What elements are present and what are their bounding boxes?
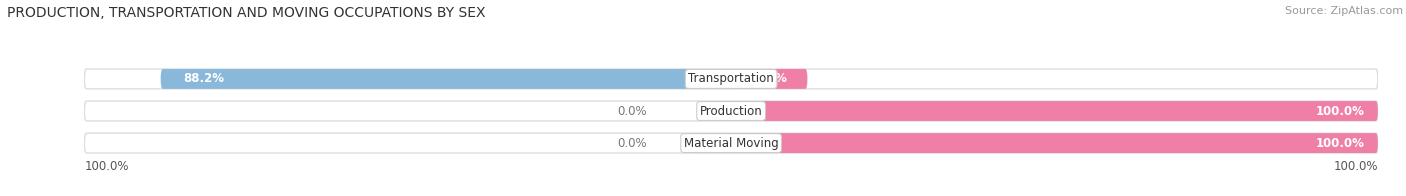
FancyBboxPatch shape: [160, 69, 731, 89]
Text: 100.0%: 100.0%: [1316, 104, 1365, 118]
Text: 0.0%: 0.0%: [617, 137, 647, 150]
Text: Source: ZipAtlas.com: Source: ZipAtlas.com: [1285, 6, 1403, 16]
FancyBboxPatch shape: [84, 101, 1378, 121]
FancyBboxPatch shape: [699, 101, 731, 121]
Text: 0.0%: 0.0%: [617, 104, 647, 118]
FancyBboxPatch shape: [731, 133, 1378, 153]
Text: Material Moving: Material Moving: [683, 137, 779, 150]
Text: Production: Production: [700, 104, 762, 118]
FancyBboxPatch shape: [731, 101, 1378, 121]
Text: PRODUCTION, TRANSPORTATION AND MOVING OCCUPATIONS BY SEX: PRODUCTION, TRANSPORTATION AND MOVING OC…: [7, 6, 485, 20]
FancyBboxPatch shape: [731, 69, 807, 89]
Text: 88.2%: 88.2%: [183, 73, 225, 85]
Text: 100.0%: 100.0%: [1316, 137, 1365, 150]
Text: 100.0%: 100.0%: [1333, 160, 1378, 173]
FancyBboxPatch shape: [84, 69, 1378, 89]
FancyBboxPatch shape: [699, 133, 731, 153]
Text: 100.0%: 100.0%: [84, 160, 129, 173]
FancyBboxPatch shape: [84, 133, 1378, 153]
Text: Transportation: Transportation: [689, 73, 773, 85]
Text: 11.8%: 11.8%: [747, 73, 787, 85]
